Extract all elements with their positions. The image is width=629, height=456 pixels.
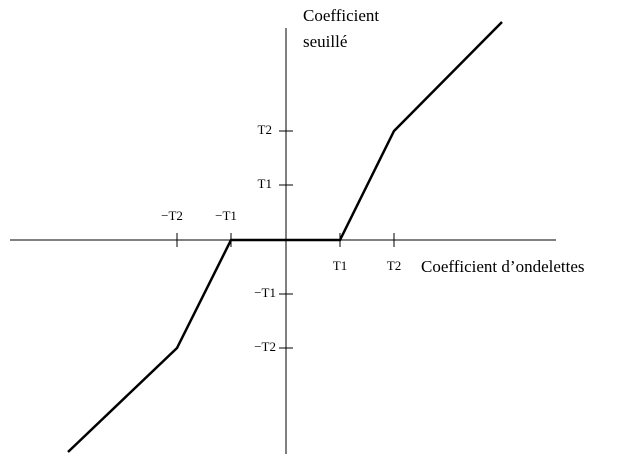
x-tick-label: −T2 <box>161 208 183 223</box>
x-tick-label: T2 <box>387 258 401 273</box>
y-tick-label: −T1 <box>254 285 276 300</box>
x-tick-label: −T1 <box>215 208 237 223</box>
y-axis-label: Coefficient <box>303 6 379 25</box>
y-tick-label: T2 <box>258 122 272 137</box>
threshold-curve <box>67 21 503 453</box>
x-axis-label: Coefficient d’ondelettes <box>421 257 585 276</box>
x-tick-label: T1 <box>333 258 347 273</box>
y-tick-label: −T2 <box>254 339 276 354</box>
y-tick-label: T1 <box>258 176 272 191</box>
y-axis-label: seuillé <box>303 32 347 51</box>
